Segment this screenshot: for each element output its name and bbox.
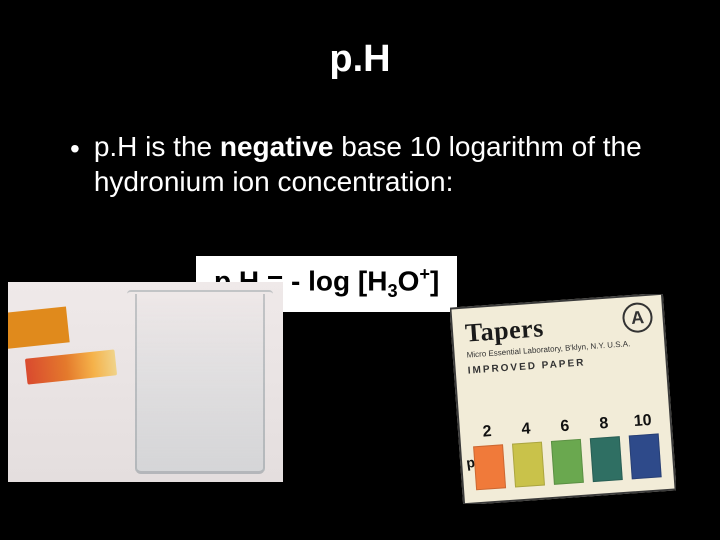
bullet-list: • p.H is the negative base 10 logarithm … <box>70 129 650 199</box>
swatch-value: 8 <box>599 415 609 434</box>
swatch-row: 2 4 6 8 10 <box>471 401 662 490</box>
swatch-color <box>512 442 545 488</box>
swatch-color <box>473 444 506 490</box>
slide-title: p.H <box>0 0 720 81</box>
swatch-color <box>590 436 623 482</box>
bullet-dot: • <box>70 131 80 166</box>
litmus-strip-shape <box>25 349 117 384</box>
beaker-shape <box>135 294 265 474</box>
formula-close: ] <box>430 265 439 296</box>
swatch: 6 <box>549 417 584 485</box>
image-ph-papers: A Tapers Micro Essential Laboratory, B'k… <box>450 294 676 504</box>
formula-sub: 3 <box>387 281 397 301</box>
swatch-color <box>629 433 662 479</box>
bullet-prefix: p.H is the <box>94 131 220 162</box>
bullet-emphasis: negative <box>220 131 334 162</box>
formula-sup: + <box>419 264 430 284</box>
formula-mid: O <box>398 265 420 296</box>
swatch-value: 10 <box>633 412 652 431</box>
image-litmus-beaker <box>8 282 283 482</box>
bullet-item: • p.H is the negative base 10 logarithm … <box>70 129 650 199</box>
formula-open: [H <box>358 265 388 296</box>
swatch: 10 <box>627 411 662 479</box>
swatch-value: 6 <box>560 418 570 437</box>
swatch: 2 <box>472 422 507 490</box>
swatch-value: 2 <box>482 423 492 442</box>
ph-packet: A Tapers Micro Essential Laboratory, B'k… <box>450 294 676 504</box>
bullet-text: p.H is the negative base 10 logarithm of… <box>94 129 650 199</box>
swatch-value: 4 <box>521 420 531 439</box>
orange-tab-shape <box>8 306 70 349</box>
swatch-color <box>551 439 584 485</box>
swatch: 4 <box>510 420 545 488</box>
swatch: 8 <box>588 414 623 482</box>
